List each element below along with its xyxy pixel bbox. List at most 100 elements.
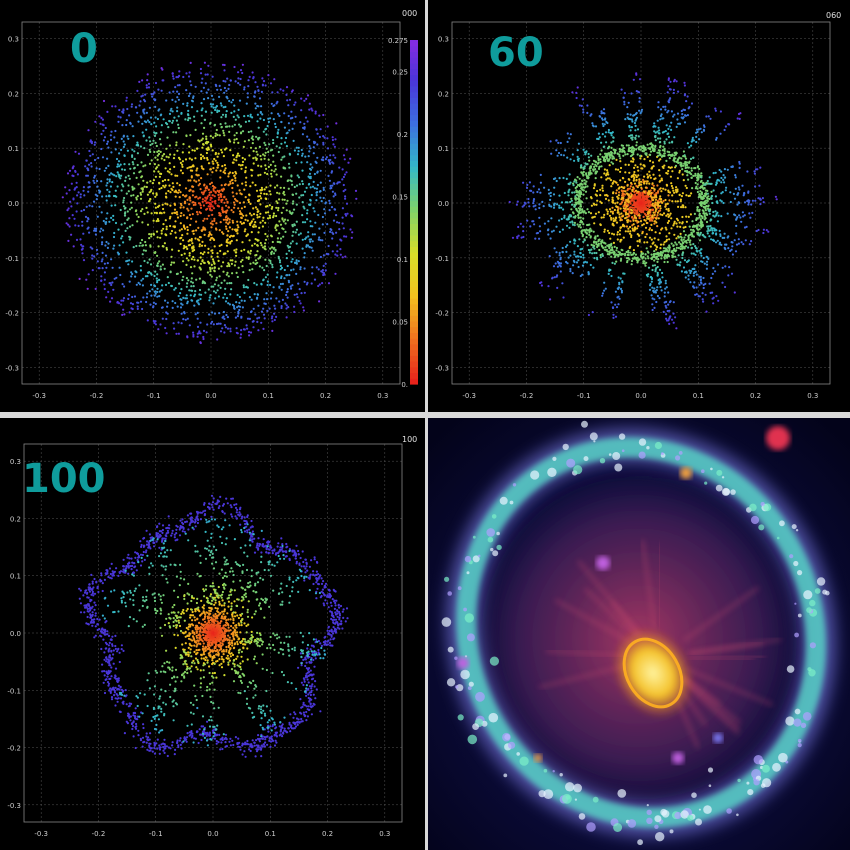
data-point (670, 128, 673, 131)
colorbar-segment (410, 131, 418, 138)
data-point (160, 229, 163, 232)
data-point (638, 145, 641, 148)
data-point (160, 306, 164, 309)
data-point (207, 148, 210, 151)
data-point (638, 214, 641, 217)
data-point (304, 116, 308, 119)
data-point (259, 117, 262, 120)
data-point (308, 108, 311, 111)
data-point (207, 251, 210, 254)
data-point (121, 124, 124, 127)
data-point (606, 177, 609, 180)
data-point (205, 142, 208, 145)
data-point (322, 141, 325, 144)
data-point (635, 178, 638, 182)
data-point (209, 135, 212, 138)
data-point (172, 90, 175, 93)
data-point (118, 108, 121, 112)
data-point (629, 185, 632, 188)
data-point (243, 88, 246, 91)
data-point (642, 164, 645, 167)
data-point (641, 257, 644, 260)
data-point (255, 189, 259, 192)
data-point (617, 211, 620, 214)
data-point (651, 303, 654, 306)
data-point (133, 150, 136, 153)
data-point (257, 174, 260, 177)
data-point (692, 230, 695, 233)
data-point (212, 136, 215, 139)
data-point (225, 198, 228, 201)
data-point (221, 113, 225, 116)
data-point (242, 145, 245, 148)
data-point (255, 283, 258, 286)
data-point (220, 265, 223, 268)
data-point (219, 123, 222, 126)
data-point (608, 214, 612, 217)
data-point (120, 223, 123, 226)
y-tick-label: -0.1 (5, 255, 19, 263)
data-point (622, 197, 625, 200)
data-point (239, 212, 242, 215)
data-point (694, 187, 697, 190)
data-point (271, 266, 274, 269)
data-point (280, 137, 283, 140)
data-point (313, 210, 316, 213)
data-point (286, 264, 289, 268)
data-point (595, 203, 598, 206)
data-point (257, 89, 260, 92)
data-point (252, 138, 255, 141)
data-point (680, 206, 683, 209)
data-point (288, 166, 291, 169)
data-point (707, 195, 710, 198)
data-point (104, 254, 108, 257)
data-point (699, 190, 702, 193)
data-point (191, 281, 194, 284)
data-point (285, 307, 288, 310)
data-point (124, 229, 127, 232)
data-point (214, 199, 217, 203)
data-point (211, 236, 214, 239)
data-point (257, 195, 260, 198)
data-point (674, 255, 677, 258)
data-point (617, 255, 620, 258)
data-point (182, 318, 185, 321)
data-point (160, 232, 163, 235)
data-point (213, 123, 217, 126)
data-point (663, 164, 666, 167)
data-point (616, 152, 619, 155)
data-point (608, 158, 611, 161)
data-point (175, 211, 178, 214)
data-point (615, 205, 618, 208)
data-point (222, 106, 225, 109)
data-point (98, 205, 101, 208)
colorbar-segment (410, 286, 418, 293)
data-point (163, 186, 166, 189)
data-point (247, 257, 250, 260)
data-point (266, 309, 269, 312)
data-point (155, 277, 158, 280)
data-point (103, 262, 106, 265)
data-point (203, 118, 206, 121)
data-point (309, 186, 312, 189)
data-point (253, 91, 257, 94)
data-point (750, 240, 753, 243)
data-point (216, 289, 219, 292)
data-point (200, 114, 203, 117)
data-point (341, 256, 344, 259)
data-point (614, 217, 618, 220)
data-point (287, 187, 290, 190)
data-point (275, 173, 278, 176)
data-point (242, 222, 245, 225)
data-point (635, 175, 638, 179)
data-point (621, 201, 624, 204)
data-point (271, 329, 274, 332)
data-point (103, 271, 106, 274)
colorbar-segment (410, 189, 418, 196)
data-point (75, 181, 78, 184)
colorbar-segment (410, 177, 418, 184)
data-point (280, 211, 283, 214)
data-point (185, 257, 188, 260)
data-point (610, 185, 613, 188)
data-point (243, 158, 247, 161)
